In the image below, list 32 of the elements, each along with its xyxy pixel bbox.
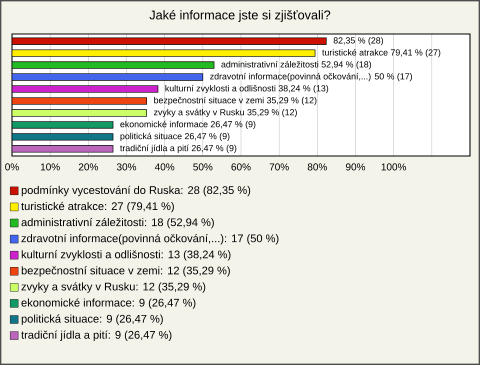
data-label: turistické atrakce 79,41 % (27) [322, 48, 440, 58]
legend-label: turistické atrakce: 27 (79,41 %) [21, 202, 174, 212]
x-tick-label: 10% [40, 163, 60, 170]
data-label: 82,35 % (28) [334, 37, 384, 46]
legend-label: ekonomické informace: 9 (26,47 %) [22, 298, 196, 309]
legend-label: zdravotní informace(povinná očkování,...): 17 (50 %) [21, 234, 278, 244]
x-tick-label: 70% [270, 163, 289, 170]
data-label: zdravotní informace(povinná očkování,...) 50 % (17) [210, 72, 412, 82]
legend-label: administrativní záležitosti: 18 (52,94 %) [22, 218, 214, 228]
chart-title: Jaké informace jste si zjišťovali? [149, 10, 330, 22]
x-tick-label: 90% [346, 163, 366, 170]
legend-label: tradiční jídla a pití: 9 (26,47 %) [21, 330, 172, 341]
x-tick-label: 100% [382, 163, 406, 170]
legend-label: zvyky a svátky v Rusku: 12 (35,29 %) [21, 282, 206, 293]
x-tick-label: 50% [193, 163, 212, 170]
x-tick-label: 80% [308, 163, 327, 170]
data-label: administrativní záležitosti 52,94 % (18) [221, 60, 372, 70]
x-tick-label: 40% [154, 163, 174, 170]
x-tick-label: 60% [231, 163, 251, 170]
legend-label: kulturní zvyklosti a odlišnosti: 13 (38,24 %) [22, 250, 230, 261]
data-label: politická situace 26,47 % (9) [120, 132, 230, 142]
legend-label: politická situace: 9 (26,47 %) [22, 314, 163, 325]
x-tick-label: 20% [78, 163, 98, 170]
legend-label: bezpečnostní situace v zemi: 12 (35,29 %) [22, 266, 230, 277]
x-tick-label: 30% [116, 163, 136, 170]
data-label: bezpečnostní situace v zemi 35,29 % (12) [154, 96, 316, 106]
data-label: kulturní zvyklosti a odlišnosti 38,24 % (13) [165, 84, 328, 94]
data-label: zvyky a svátky v Rusku 35,29 % (12) [154, 108, 297, 118]
legend-label: podmínky vycestování do Ruska: 28 (82,35 %) [22, 186, 250, 196]
data-label: ekonomické informace 26,47 % (9) [120, 120, 256, 130]
data-label: tradiční jídla a pití 26,47 % (9) [120, 144, 236, 153]
x-tick-label: 0% [5, 163, 19, 170]
